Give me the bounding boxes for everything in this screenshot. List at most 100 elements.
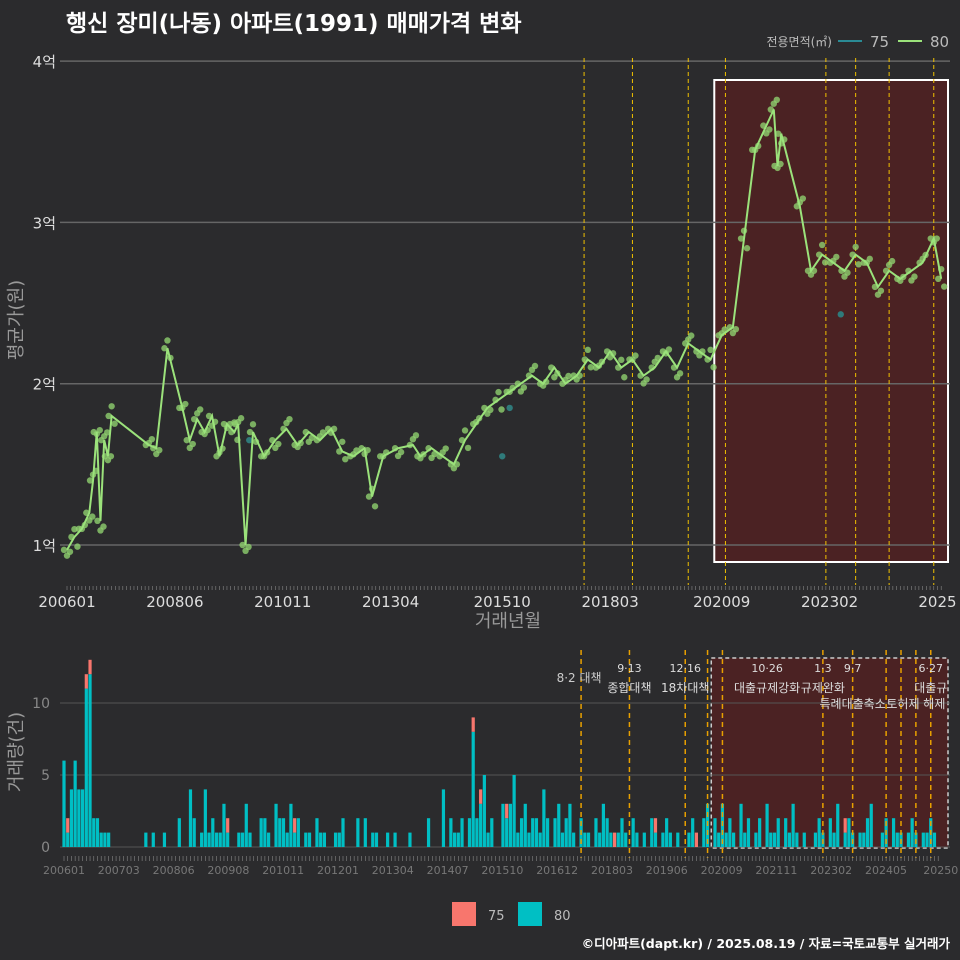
- legend-title: 전용면적(㎡): [766, 35, 832, 49]
- bar-80: [891, 818, 896, 847]
- point-80: [844, 269, 851, 276]
- bar-80: [910, 818, 914, 847]
- bar-80: [259, 818, 263, 847]
- bar-80: [828, 818, 832, 847]
- point-80: [275, 440, 282, 448]
- x-tick-label: 200601: [38, 593, 95, 611]
- bar-80: [553, 818, 557, 847]
- bar-80: [546, 818, 550, 847]
- bar-80: [728, 818, 732, 847]
- bar-80: [467, 818, 472, 847]
- bar-80: [542, 789, 546, 847]
- point-80: [148, 435, 156, 443]
- bar-80: [408, 832, 412, 847]
- point-80: [105, 412, 112, 420]
- bar-80: [586, 832, 591, 847]
- bar-80: [62, 760, 66, 847]
- x-tick-label: 2025: [918, 593, 956, 611]
- bar-80: [932, 832, 937, 847]
- bar-80: [832, 832, 836, 847]
- point-80: [249, 421, 257, 428]
- x-tick-label: 200806: [146, 593, 203, 611]
- event-date: 1·3: [814, 662, 832, 675]
- x-tick-label: 201201: [317, 864, 359, 877]
- point-80: [487, 406, 494, 414]
- bar-75: [293, 818, 297, 833]
- point-80: [86, 477, 94, 484]
- bar-80: [598, 832, 602, 847]
- point-80: [866, 255, 873, 263]
- bar-80: [456, 832, 460, 847]
- series-80-line: [66, 109, 943, 551]
- point-80: [710, 364, 717, 371]
- bar-80: [813, 832, 818, 847]
- bar-80: [322, 832, 326, 847]
- bar-80: [843, 832, 847, 847]
- bar-80: [337, 832, 341, 847]
- highlight-box-volume: [710, 657, 949, 849]
- event-date: 9·7: [844, 662, 862, 675]
- point-80: [245, 543, 252, 551]
- point-80: [520, 384, 528, 391]
- point-80: [183, 436, 190, 444]
- x-tick-label: 201304: [372, 864, 414, 877]
- bar-80: [81, 789, 85, 847]
- bar-80: [717, 832, 721, 847]
- bar-80: [486, 832, 490, 847]
- bar-80: [635, 832, 639, 847]
- bar-80: [668, 832, 672, 847]
- bar-80: [925, 832, 929, 847]
- point-80: [618, 356, 625, 364]
- point-80: [365, 493, 373, 500]
- point-80: [182, 400, 189, 408]
- legend-75-swatch: [452, 902, 476, 926]
- y-axis-title: 평균가(원): [6, 280, 27, 360]
- bar-80: [609, 832, 613, 847]
- bar-80: [560, 832, 565, 847]
- x-tick-label: 202009: [701, 864, 743, 877]
- bar-75: [226, 818, 230, 833]
- bar-75: [505, 803, 509, 819]
- bar-80: [519, 818, 524, 847]
- bar-80: [523, 803, 527, 847]
- point-80: [818, 241, 826, 249]
- point-80: [737, 235, 745, 242]
- bar-80: [99, 832, 103, 847]
- bar-80: [624, 832, 628, 847]
- bar-80: [676, 832, 680, 847]
- bar-80: [267, 832, 271, 847]
- bar-80: [601, 803, 605, 847]
- bar-80: [281, 818, 286, 847]
- event-date: 12·16: [669, 662, 701, 675]
- x-tick-label: 200601: [43, 864, 85, 877]
- point-80: [161, 345, 168, 352]
- y-tick-label: 1억: [33, 537, 56, 555]
- bar-80: [393, 832, 397, 847]
- x-tick-label: 202009: [693, 593, 750, 611]
- point-80: [799, 195, 807, 202]
- x-tick-label: 201011: [254, 593, 311, 611]
- legend-75-label: 75: [488, 909, 505, 924]
- point-80: [773, 96, 780, 104]
- bar-80: [836, 803, 840, 847]
- event-name: 대출규제강화: [734, 681, 800, 695]
- point-80: [60, 546, 68, 554]
- bar-80: [534, 818, 539, 847]
- point-80: [933, 235, 940, 242]
- event-label: 8·2 대책: [557, 670, 602, 685]
- bar-80: [605, 818, 609, 847]
- legend-75-label: 75: [870, 33, 889, 51]
- point-75: [837, 311, 844, 318]
- x-tick-label: 201803: [591, 864, 633, 877]
- bar-80: [869, 803, 873, 847]
- point-80: [339, 438, 346, 445]
- bar-80: [263, 818, 267, 847]
- point-80: [707, 346, 714, 354]
- bar-80: [702, 818, 706, 847]
- bar-80: [188, 789, 193, 847]
- bar-80: [642, 832, 646, 847]
- bar-80: [162, 832, 167, 847]
- bar-80: [333, 832, 338, 847]
- highlight-box: [713, 79, 950, 563]
